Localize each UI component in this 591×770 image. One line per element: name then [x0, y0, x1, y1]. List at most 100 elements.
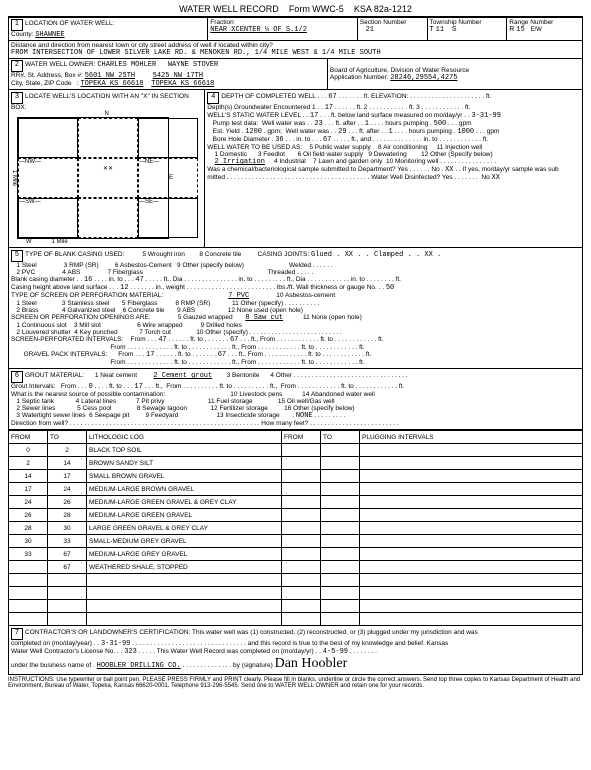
- appno-lbl: Application Number:: [330, 74, 390, 81]
- owner2[interactable]: WAYNE STOVER: [168, 61, 218, 69]
- log-cell: [282, 457, 321, 470]
- depth[interactable]: 67: [328, 93, 336, 101]
- log-cell: 28: [48, 509, 87, 522]
- log-cell: 2: [9, 457, 48, 470]
- sfrom[interactable]: 47: [158, 336, 166, 344]
- log-cell: [321, 496, 360, 509]
- sect3: 3: [11, 92, 23, 104]
- ehrs[interactable]: 1000: [457, 128, 474, 136]
- loc-lbl: LOCATION OF WATER WELL:: [25, 20, 114, 27]
- city2[interactable]: TOPEKA KS 66618: [151, 80, 214, 88]
- log-cell: [48, 587, 87, 600]
- log-cell: [282, 483, 321, 496]
- footer: INSTRUCTIONS: Use typewriter or ball poi…: [8, 677, 583, 689]
- log-cell: 0: [9, 444, 48, 457]
- rngdir: E/W: [531, 27, 542, 33]
- log-cell: [360, 470, 583, 483]
- disinf[interactable]: XX: [492, 174, 500, 182]
- depth-lbl: DEPTH OF COMPLETED WELL . . .: [221, 93, 328, 100]
- phrs[interactable]: 500: [434, 120, 447, 128]
- log-cell: [282, 613, 321, 626]
- joints[interactable]: Glued . XX . . Clamped . . XX .: [311, 251, 441, 259]
- lic[interactable]: 323: [124, 648, 137, 656]
- log-cell: [9, 600, 48, 613]
- log-cell: [321, 470, 360, 483]
- log-cell: [360, 496, 583, 509]
- certdate[interactable]: 3-31-99: [101, 640, 130, 648]
- gto[interactable]: 67: [218, 351, 226, 359]
- use[interactable]: 2 Irrigation: [215, 158, 265, 166]
- log-cell: 67: [48, 548, 87, 561]
- chem[interactable]: XX: [445, 166, 453, 174]
- groutto[interactable]: 17: [134, 383, 142, 391]
- pww[interactable]: 23: [314, 120, 322, 128]
- ksa: KSA 82a-1212: [354, 4, 412, 14]
- gwenc[interactable]: 17: [325, 104, 333, 112]
- business[interactable]: HOOBLER DRILLING CO.: [97, 662, 181, 670]
- twp[interactable]: 11: [436, 26, 444, 34]
- log-cell: BROWN SANDY SILT: [87, 457, 282, 470]
- log-cell: 33: [9, 548, 48, 561]
- log-cell: [282, 444, 321, 457]
- log-cell: [321, 457, 360, 470]
- log-cell: 30: [48, 522, 87, 535]
- log-cell: [282, 496, 321, 509]
- eyield[interactable]: 1200: [245, 128, 262, 136]
- section[interactable]: 21: [366, 26, 374, 34]
- bcto[interactable]: 47: [135, 276, 143, 284]
- from[interactable]: FROM INTERSECTION OF LOWER SILVER LAKE R…: [11, 49, 381, 57]
- section-grid[interactable]: —NW—✕✕—NE— —SW——SE—: [17, 117, 169, 239]
- log-cell: [282, 574, 321, 587]
- log-cell: MEDIUM-LARGE GREEN GRAVEL & GREY CLAY: [87, 496, 282, 509]
- log-cell: [9, 574, 48, 587]
- bdia[interactable]: 36: [275, 136, 283, 144]
- chgt[interactable]: 12: [120, 284, 128, 292]
- log-cell: LARGE GREEN GRAVEL & GREY CLAY: [87, 522, 282, 535]
- log-cell: [282, 548, 321, 561]
- log-cell: 24: [9, 496, 48, 509]
- addr1[interactable]: 5601 NW 25TH: [85, 72, 135, 80]
- rng[interactable]: 15: [516, 26, 524, 34]
- log-cell: [360, 587, 583, 600]
- sawcut[interactable]: 8 Saw cut: [245, 314, 283, 322]
- gfrom[interactable]: 17: [146, 351, 154, 359]
- log-table: FROMTOLITHOLOGIC LOGFROMTOPLUGGING INTER…: [8, 430, 583, 626]
- log-cell: [321, 574, 360, 587]
- log-cell: [360, 613, 583, 626]
- fraction-lbl: Fraction: [210, 19, 233, 26]
- log-cell: 2: [48, 444, 87, 457]
- addr-lbl: RR#, St. Address, Box #:: [11, 72, 85, 79]
- county-lbl: County:: [11, 31, 35, 38]
- city1[interactable]: TOPEKA KS 66618: [80, 80, 143, 88]
- log-cell: [360, 522, 583, 535]
- log-cell: [360, 457, 583, 470]
- log-cell: [282, 509, 321, 522]
- sect4: 4: [207, 92, 219, 104]
- log-cell: [321, 509, 360, 522]
- grouttype[interactable]: 2 Cement grout: [153, 372, 212, 380]
- city-lbl: City, State, ZIP Code :: [11, 80, 80, 87]
- log-cell: [282, 522, 321, 535]
- log-cell: 26: [9, 509, 48, 522]
- appno[interactable]: 28246,29554,4275: [390, 74, 457, 82]
- log-cell: [321, 587, 360, 600]
- swldate[interactable]: 3-31-99: [471, 112, 500, 120]
- section-lbl: Section Number: [360, 19, 407, 26]
- compdate[interactable]: 4-5-99: [323, 648, 348, 656]
- wgauge[interactable]: 50: [386, 284, 394, 292]
- eww[interactable]: 29: [338, 128, 346, 136]
- county[interactable]: SHAWNEE: [35, 31, 64, 39]
- nearest[interactable]: NONE: [296, 412, 313, 420]
- addr2[interactable]: 5425 NW 17TH: [153, 72, 203, 80]
- log-cell: 14: [9, 470, 48, 483]
- owner[interactable]: CHARLES MOHLER: [97, 61, 156, 69]
- ptype[interactable]: 7 PVC: [228, 292, 249, 300]
- log-cell: [48, 574, 87, 587]
- log-cell: [87, 574, 282, 587]
- fraction[interactable]: NEAR XCENTER ¼ OF S.1/2: [210, 26, 307, 34]
- locbox-lbl: LOCATE WELL'S LOCATION WITH AN "X" IN SE…: [11, 93, 189, 111]
- log-cell: 33: [48, 535, 87, 548]
- log-cell: 67: [48, 561, 87, 574]
- log-cell: MEDIUM-LARGE BROWN GRAVEL: [87, 483, 282, 496]
- board: Board of Agriculture, Division of Water …: [330, 67, 469, 74]
